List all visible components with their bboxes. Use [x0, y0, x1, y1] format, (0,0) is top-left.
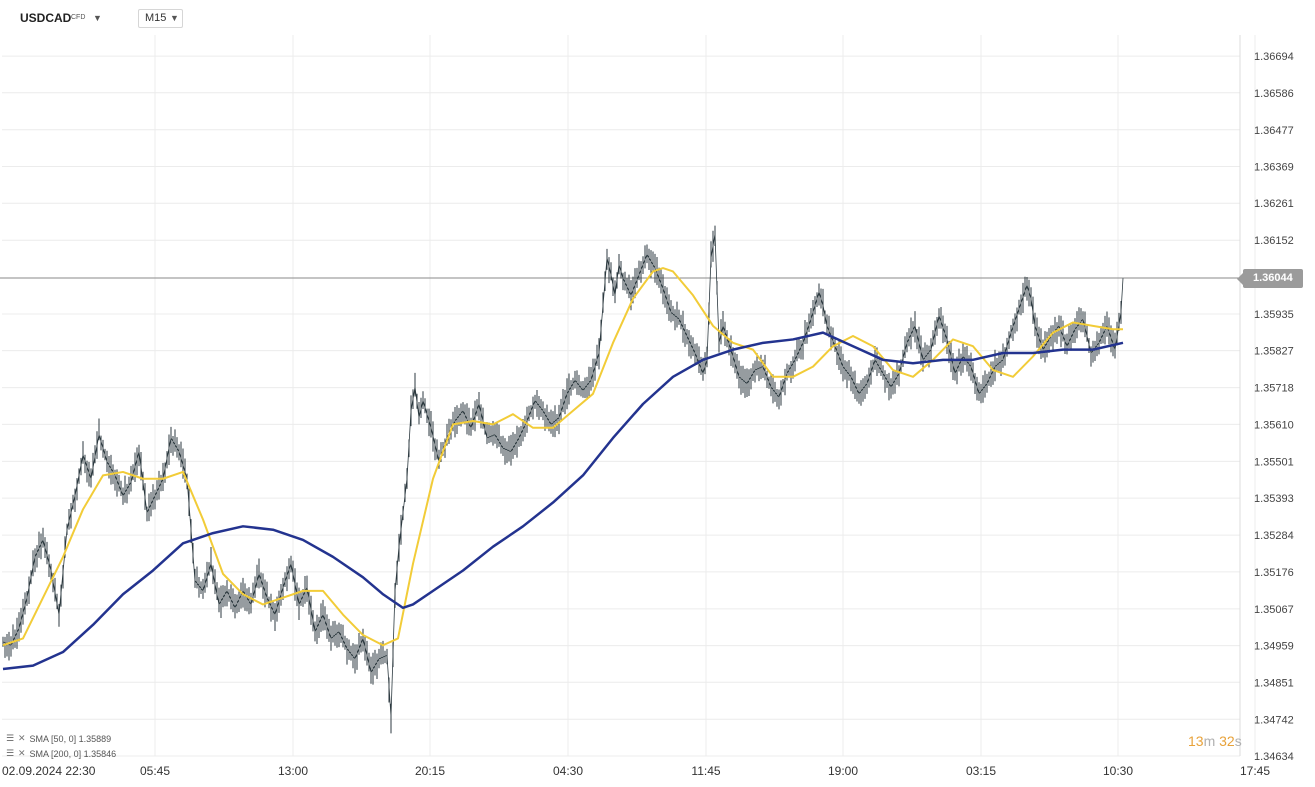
legend-sma-50[interactable]: ☰ ✕ SMA [50, 0] 1.35889 [6, 733, 111, 744]
symbol-dropdown-icon[interactable]: ▼ [93, 13, 102, 23]
price-line [2, 234, 1124, 717]
x-tick-label: 03:15 [966, 764, 996, 778]
y-tick-label: 1.36369 [1254, 161, 1294, 173]
y-tick-label: 1.34742 [1254, 714, 1294, 726]
time-axis: 02.09.2024 22:30 05:45 13:00 20:15 04:30 11:4… [2, 764, 1270, 778]
chart-toolbar: USDCAD CFD ▼ M15 ▼ [0, 0, 1240, 34]
y-tick-label: 1.36586 [1254, 88, 1294, 100]
y-tick-label: 1.35610 [1254, 419, 1294, 431]
indicator-settings-icon[interactable]: ☰ [6, 733, 15, 743]
y-tick-label: 1.35827 [1254, 346, 1294, 358]
countdown-minutes-unit: m [1203, 733, 1216, 749]
price-series [2, 225, 1124, 734]
y-tick-label: 1.35935 [1254, 309, 1294, 321]
y-tick-label: 1.35718 [1254, 383, 1294, 395]
sma-200-line [2, 331, 1124, 671]
y-tick-label: 1.35176 [1254, 567, 1294, 579]
x-tick-label: 20:15 [415, 764, 445, 778]
y-tick-label: 1.35501 [1254, 456, 1294, 468]
x-tick-label: 04:30 [553, 764, 583, 778]
y-tick-label: 1.36477 [1254, 125, 1294, 137]
y-tick-label: 1.34959 [1254, 641, 1294, 653]
legend-label-sma-50: SMA [50, 0] 1.35889 [29, 733, 112, 744]
timeframe-select[interactable]: M15 ▼ [138, 9, 183, 28]
instrument-type-badge: CFD [71, 14, 86, 21]
x-tick-label: 19:00 [828, 764, 858, 778]
x-tick-label: 02.09.2024 22:30 [2, 764, 96, 778]
current-price-tag: 1.36044 [1237, 269, 1303, 288]
countdown-seconds-unit: s [1234, 733, 1242, 749]
timeframe-label: M15 [145, 12, 167, 24]
countdown-minutes: 13 [1188, 733, 1204, 749]
timeframe-dropdown-icon: ▼ [170, 13, 179, 23]
sma-layer [2, 267, 1124, 671]
indicator-settings-icon[interactable]: ☰ [6, 748, 15, 758]
remove-indicator-icon[interactable]: ✕ [18, 748, 26, 758]
x-tick-label: 11:45 [691, 764, 720, 778]
x-tick-label: 17:45 [1240, 764, 1270, 778]
chart-grid [2, 35, 1256, 757]
y-tick-label: 1.36152 [1254, 235, 1294, 247]
x-tick-label: 10:30 [1103, 764, 1133, 778]
price-axis: 1.36694 1.36586 1.36477 1.36369 1.36261 1.361… [1239, 35, 1294, 763]
symbol-name[interactable]: USDCAD [20, 11, 72, 25]
legend-sma-200[interactable]: ☰ ✕ SMA [200, 0] 1.35846 [6, 748, 116, 759]
candle-countdown: 13m 32s [1188, 733, 1242, 749]
countdown-seconds: 32 [1219, 733, 1235, 749]
y-tick-label: 1.35393 [1254, 493, 1294, 505]
y-tick-label: 1.36261 [1254, 198, 1294, 210]
legend-label-sma-200: SMA [200, 0] 1.35846 [29, 748, 117, 759]
x-tick-label: 05:45 [140, 764, 170, 778]
sma-50-line [2, 267, 1123, 647]
y-tick-label: 1.34851 [1254, 677, 1294, 689]
y-tick-label: 1.36694 [1254, 51, 1294, 63]
x-tick-label: 13:00 [278, 764, 308, 778]
remove-indicator-icon[interactable]: ✕ [18, 733, 26, 743]
y-tick-label: 1.34634 [1254, 751, 1294, 763]
y-tick-label: 1.35284 [1254, 530, 1294, 542]
y-tick-label: 1.35067 [1254, 604, 1294, 616]
